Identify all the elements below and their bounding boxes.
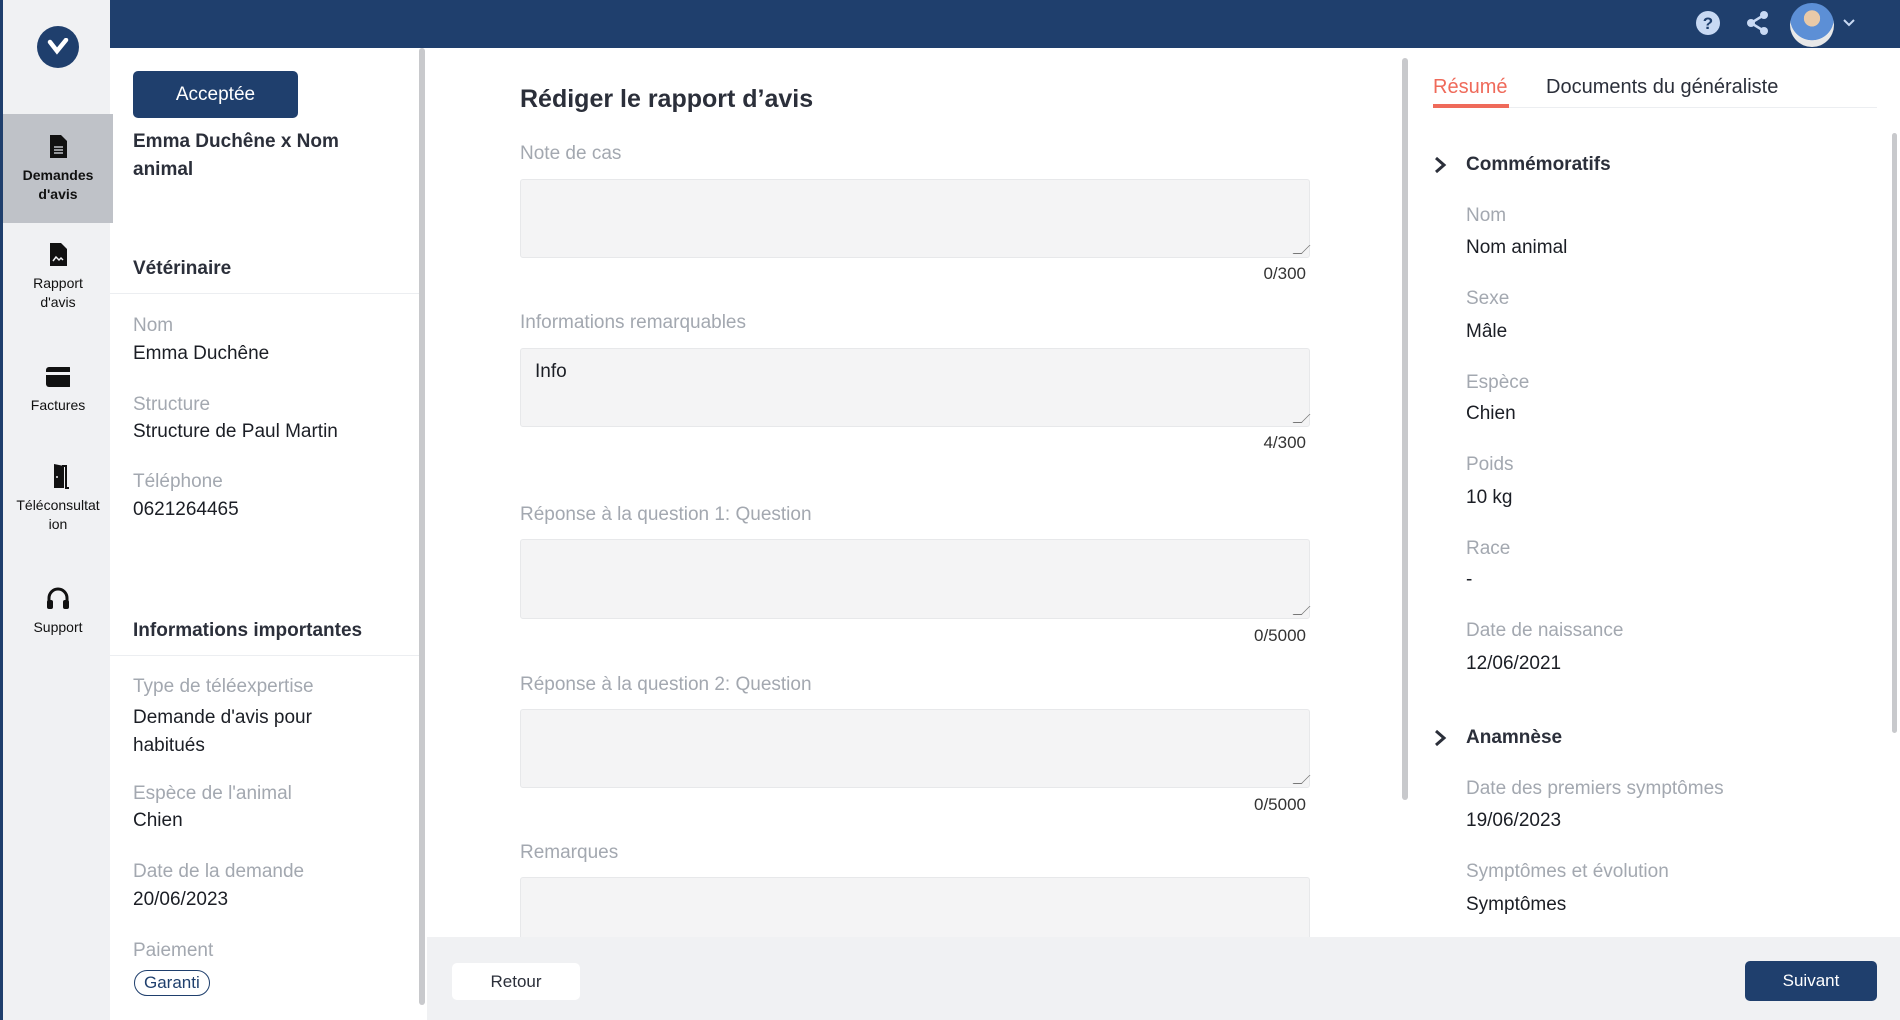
tab-resume[interactable]: Résumé xyxy=(1433,76,1508,98)
resize-handle[interactable] xyxy=(1292,414,1311,423)
divider xyxy=(110,293,420,294)
char-counter: 0/5000 xyxy=(1254,626,1306,645)
sex-value: Mâle xyxy=(1466,321,1508,342)
sidebar-item-teleconsultation[interactable]: Téléconsultat ion xyxy=(3,464,113,534)
vet-name-label: Nom xyxy=(133,315,174,336)
symptoms-value: Symptômes xyxy=(1466,894,1567,915)
birthdate-value: 12/06/2021 xyxy=(1466,653,1562,674)
birthdate-label: Date de naissance xyxy=(1466,620,1624,641)
field-label: Note de cas xyxy=(520,143,622,164)
char-counter: 4/300 xyxy=(1263,433,1306,452)
signed-document-icon xyxy=(50,243,67,266)
sidebar: Demandes d'avis Rapport d'avis Factures … xyxy=(0,0,113,1020)
resize-handle[interactable] xyxy=(1292,245,1311,254)
sidebar-item-label: Téléconsultat xyxy=(16,497,100,513)
sidebar-item-support[interactable]: Support xyxy=(3,586,113,637)
credit-card-icon xyxy=(46,367,70,387)
species-value: Chien xyxy=(133,810,183,831)
sidebar-item-label: Demandes xyxy=(22,167,94,183)
sidebar-item-demandes[interactable]: Demandes d'avis xyxy=(3,114,113,223)
field-label: Réponse à la question 1: Question xyxy=(520,504,812,525)
divider xyxy=(110,655,420,656)
vet-heading: Vétérinaire xyxy=(133,258,232,279)
field-label: Réponse à la question 2: Question xyxy=(520,674,812,695)
payment-badge: Garanti xyxy=(134,970,210,996)
weight-label: Poids xyxy=(1466,454,1514,475)
sex-label: Sexe xyxy=(1466,288,1510,309)
footer: Retour Suivant xyxy=(427,937,1900,1020)
app-logo[interactable] xyxy=(37,26,79,68)
first-symptoms-value: 19/06/2023 xyxy=(1466,810,1562,831)
type-label: Type de téléexpertise xyxy=(133,676,314,697)
sidebar-item-label: Rapport xyxy=(33,275,83,291)
animal-name-label: Nom xyxy=(1466,205,1507,226)
symptoms-label: Symptômes et évolution xyxy=(1466,861,1669,882)
section-commemoratifs[interactable]: Commémoratifs xyxy=(1466,154,1611,175)
resize-handle[interactable] xyxy=(1292,606,1311,615)
sidebar-item-label: ion xyxy=(48,516,68,532)
main-scrollbar[interactable] xyxy=(1402,58,1408,800)
request-title: Emma Duchêne x Nom animal xyxy=(133,131,339,180)
char-counter: 0/300 xyxy=(1263,264,1306,283)
help-icon[interactable]: ? xyxy=(1695,10,1721,36)
vet-structure-label: Structure xyxy=(133,394,211,415)
species-label: Espèce de l'animal xyxy=(133,783,292,804)
vet-name-value: Emma Duchêne xyxy=(133,343,270,364)
document-icon xyxy=(50,135,67,158)
animal-name-value: Nom animal xyxy=(1466,237,1568,258)
right-scrollbar[interactable] xyxy=(1892,133,1897,733)
avatar[interactable] xyxy=(1790,3,1834,47)
status-badge: Acceptée xyxy=(133,71,298,118)
sidebar-item-label: d'avis xyxy=(38,186,78,202)
species-label: Espèce xyxy=(1466,372,1530,393)
vet-phone-label: Téléphone xyxy=(133,471,223,492)
weight-value: 10 kg xyxy=(1466,487,1513,508)
breed-label: Race xyxy=(1466,538,1511,559)
info-heading: Informations importantes xyxy=(133,620,363,641)
date-value: 20/06/2023 xyxy=(133,889,229,910)
page-title: Rédiger le rapport d’avis xyxy=(520,85,814,113)
share-icon[interactable] xyxy=(1746,10,1770,36)
section-anamnese[interactable]: Anamnèse xyxy=(1466,727,1563,748)
species-value: Chien xyxy=(1466,403,1516,424)
sidebar-item-factures[interactable]: Factures xyxy=(3,364,113,415)
field-label: Remarques xyxy=(520,842,619,863)
payment-label: Paiement xyxy=(133,940,214,961)
vet-structure-value: Structure de Paul Martin xyxy=(133,421,338,442)
sidebar-item-rapport[interactable]: Rapport d'avis xyxy=(3,242,113,312)
breed-value: - xyxy=(1466,569,1473,590)
case-note-textarea[interactable] xyxy=(520,179,1311,258)
door-icon xyxy=(48,464,69,489)
char-counter: 0/5000 xyxy=(1254,795,1306,814)
next-button[interactable]: Suivant xyxy=(1745,961,1877,1001)
first-symptoms-label: Date des premiers symptômes xyxy=(1466,778,1724,799)
chevron-right-icon[interactable] xyxy=(1433,156,1447,174)
back-button[interactable]: Retour xyxy=(452,963,580,1000)
sidebar-item-label: d'avis xyxy=(40,294,76,310)
tab-documents[interactable]: Documents du généraliste xyxy=(1546,76,1779,98)
chevron-right-icon[interactable] xyxy=(1433,729,1447,747)
chevron-down-icon[interactable] xyxy=(1842,18,1856,28)
remarkable-info-textarea[interactable]: Info xyxy=(520,348,1311,427)
left-scrollbar[interactable] xyxy=(419,48,425,1005)
svg-text:?: ? xyxy=(1703,14,1713,33)
answer-q2-textarea[interactable] xyxy=(520,709,1311,788)
sidebar-item-label: Factures xyxy=(30,397,86,413)
vet-phone-value: 0621264465 xyxy=(133,499,239,520)
active-tab-indicator xyxy=(1433,104,1509,108)
resize-handle[interactable] xyxy=(1292,775,1311,784)
date-label: Date de la demande xyxy=(133,861,305,882)
answer-q1-textarea[interactable] xyxy=(520,539,1311,619)
headset-icon xyxy=(47,587,69,609)
field-label: Informations remarquables xyxy=(520,312,746,333)
top-bar: ? xyxy=(110,0,1900,48)
divider xyxy=(1509,107,1877,108)
type-value: Demande d'avis pour habitués xyxy=(133,707,312,756)
sidebar-item-label: Support xyxy=(33,619,83,635)
